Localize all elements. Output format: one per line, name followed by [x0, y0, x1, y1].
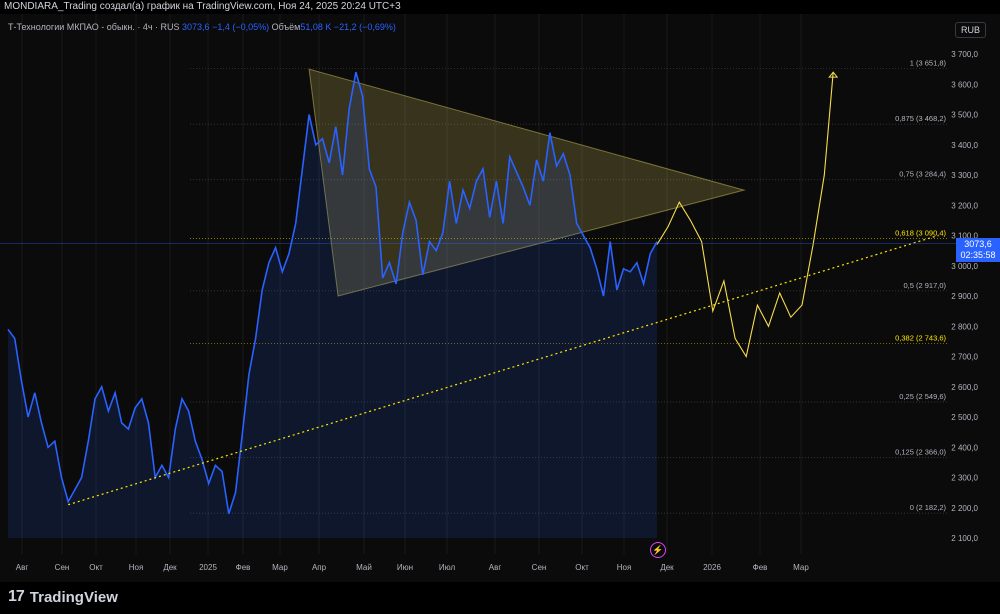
fib-level-label: 0,125 (2 366,0) — [895, 448, 946, 457]
y-tick-label: 2 400,0 — [951, 443, 978, 452]
price-series-line — [7, 71, 658, 515]
x-tick-label: Авг — [16, 563, 29, 572]
tradingview-wordmark: TradingView — [29, 588, 118, 606]
projection-arrowhead — [828, 71, 839, 78]
currency-button[interactable]: RUB — [954, 22, 986, 38]
bar-countdown: 02:35:58 — [960, 250, 996, 260]
y-tick-label: 3 200,0 — [951, 201, 978, 210]
fib-level-label: 0,382 (2 743,6) — [895, 333, 946, 342]
y-tick-label: 3 400,0 — [951, 141, 978, 150]
fib-level-label: 0 (2 182,2) — [910, 503, 947, 512]
y-tick-label: 3 300,0 — [951, 171, 978, 180]
fib-level-label: 0,5 (2 917,0) — [903, 281, 946, 290]
y-tick-label: 3 100,0 — [951, 232, 978, 241]
fib-level-label: 0,618 (3 090,4) — [895, 228, 946, 237]
x-tick-label: Мар — [793, 563, 809, 572]
x-tick-label: Дек — [660, 563, 674, 572]
tradingview-logo[interactable]: 17 TradingView — [8, 588, 118, 606]
x-tick-label: Мар — [272, 563, 288, 572]
fib-level-label: 0,875 (3 468,2) — [895, 114, 946, 123]
x-tick-label: Дек — [163, 563, 177, 572]
x-tick-label: Авг — [489, 563, 502, 572]
x-tick-label: 2026 — [703, 563, 721, 572]
x-tick-label: Май — [356, 563, 372, 572]
y-tick-label: 2 200,0 — [951, 504, 978, 513]
price-axis: 3 700,0 3 600,0 3 500,0 3 400,0 3 300,0 3 200… — [951, 50, 978, 543]
y-tick-label: 2 600,0 — [951, 383, 978, 392]
y-tick-label: 3 500,0 — [951, 111, 978, 120]
x-tick-label: Окт — [575, 563, 589, 572]
x-tick-label: Фев — [753, 563, 768, 572]
fib-retracement: 1 (3 651,8) 0,875 (3 468,2) 0,75 (3 284,4)… — [190, 59, 948, 514]
lightning-icon[interactable]: ⚡ — [650, 542, 666, 558]
fib-level-label: 1 (3 651,8) — [910, 59, 947, 68]
volume-change: −21,2 (−0,69%) — [333, 22, 396, 32]
symbol-name: Т-Технологии МКПАО - обыкн. · 4ч · RUS — [8, 22, 180, 32]
snapshot-caption: MONDIARA_Trading создал(а) график на Tra… — [0, 0, 1000, 14]
legend-price: 3073,6 — [182, 22, 210, 32]
price-area-fill — [8, 72, 657, 538]
x-tick-label: Ноя — [129, 563, 144, 572]
x-tick-label: Сен — [532, 563, 547, 572]
time-axis: Авг Сен Окт Ноя Дек 2025 Фев Мар Апр Май Июн Июл Авг… — [16, 563, 810, 572]
y-tick-label: 2 300,0 — [951, 474, 978, 483]
y-tick-label: 2 700,0 — [951, 353, 978, 362]
gridlines — [21, 14, 802, 554]
tradingview-mark-icon: 17 — [8, 588, 25, 605]
y-tick-label: 2 800,0 — [951, 322, 978, 331]
x-tick-label: Июн — [397, 563, 413, 572]
y-tick-label: 3 700,0 — [951, 50, 978, 59]
x-tick-label: Апр — [312, 563, 327, 572]
y-tick-label: 3 000,0 — [951, 262, 978, 271]
x-tick-label: Окт — [89, 563, 103, 572]
y-tick-label: 2 900,0 — [951, 292, 978, 301]
chart-canvas[interactable]: 1 (3 651,8) 0,875 (3 468,2) 0,75 (3 284,4)… — [0, 14, 1000, 582]
last-price-tag: 3073,6 02:35:58 — [956, 238, 1000, 262]
x-tick-label: Фев — [236, 563, 251, 572]
x-tick-label: Ноя — [617, 563, 632, 572]
last-price-value: 3073,6 — [964, 239, 992, 249]
x-tick-label: 2025 — [199, 563, 217, 572]
y-tick-label: 3 600,0 — [951, 80, 978, 89]
volume-value: 51,08 K — [300, 22, 332, 32]
y-tick-label: 2 500,0 — [951, 413, 978, 422]
fib-level-label: 0,25 (2 549,6) — [899, 392, 946, 401]
volume-label: Объём — [271, 22, 301, 32]
projection-path — [656, 72, 834, 358]
fib-level-label: 0,75 (3 284,4) — [899, 170, 946, 179]
bottom-bar — [0, 582, 1000, 614]
legend-change: −1,4 (−0,05%) — [212, 22, 270, 32]
support-trendline — [68, 234, 939, 506]
x-tick-label: Сен — [55, 563, 70, 572]
x-tick-label: Июл — [439, 563, 456, 572]
symbol-legend[interactable]: Т-Технологии МКПАО - обыкн. · 4ч · RUS 3… — [8, 22, 396, 32]
y-tick-label: 2 100,0 — [951, 534, 978, 543]
